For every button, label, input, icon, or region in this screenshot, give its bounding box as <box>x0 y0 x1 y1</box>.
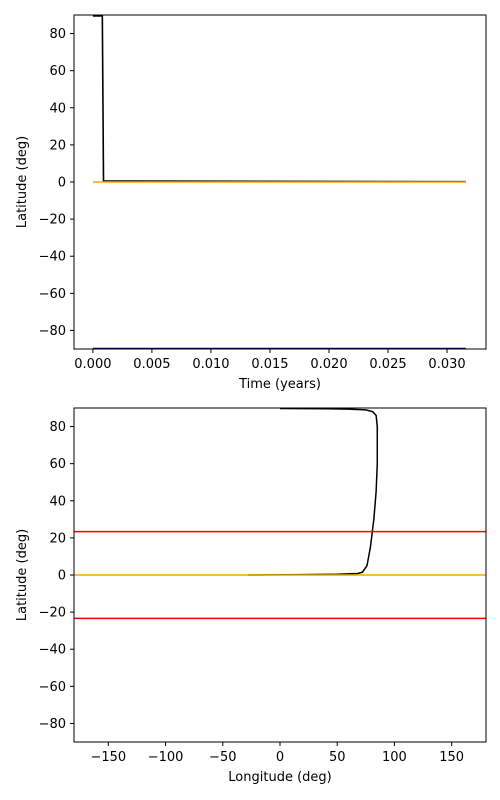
y-tick-label: 20 <box>49 138 66 153</box>
y-tick-label: 0 <box>58 176 66 191</box>
y-tick-label: 60 <box>49 457 66 472</box>
y-tick-label: −80 <box>39 324 66 339</box>
y-tick-label: 20 <box>49 531 66 546</box>
x-tick-label: −150 <box>90 750 126 765</box>
x-tick-label: 0.010 <box>192 357 229 372</box>
y-tick-label: −20 <box>39 606 66 621</box>
y-axis-label: Latitude (deg) <box>15 529 30 621</box>
x-tick-label: 0.000 <box>74 357 111 372</box>
x-tick-label: 0.005 <box>133 357 170 372</box>
x-tick-label: 0.020 <box>310 357 347 372</box>
x-tick-label: 100 <box>382 750 407 765</box>
x-tick-label: 50 <box>329 750 346 765</box>
y-tick-label: −60 <box>39 287 66 302</box>
y-tick-label: 80 <box>49 27 66 42</box>
y-tick-label: 80 <box>49 420 66 435</box>
y-tick-label: −20 <box>39 213 66 228</box>
y-tick-label: −60 <box>39 680 66 695</box>
x-tick-label: 150 <box>439 750 464 765</box>
x-tick-label: 0.015 <box>251 357 288 372</box>
y-tick-label: 40 <box>49 101 66 116</box>
x-tick-label: 0.030 <box>428 357 465 372</box>
x-axis-label: Time (years) <box>238 377 321 392</box>
x-tick-label: −50 <box>209 750 236 765</box>
bottom-chart-panel: −150 −100 −50 0 50 100 150 −80 −60 −40 −20 0 20 40 60 8… <box>15 407 487 785</box>
series-line-0 <box>247 408 379 576</box>
y-tick-label: 60 <box>49 64 66 79</box>
x-tick-label: 0.025 <box>369 357 406 372</box>
x-tick-label: −100 <box>148 750 184 765</box>
top-chart-panel: 0.000 0.005 0.010 0.015 0.020 0.025 0.030 −80 −6… <box>15 14 487 392</box>
series-group <box>74 408 486 620</box>
y-tick-label: 0 <box>58 569 66 584</box>
x-tick-label: 0 <box>276 750 284 765</box>
series-group <box>92 15 466 349</box>
y-tick-label: −40 <box>39 643 66 658</box>
y-tick-label: 40 <box>49 494 66 509</box>
y-tick-label: −40 <box>39 250 66 265</box>
y-tick-label: −80 <box>39 717 66 732</box>
series-line-0 <box>92 15 466 183</box>
y-axis-label: Latitude (deg) <box>15 136 30 228</box>
x-axis-label: Longitude (deg) <box>228 770 331 785</box>
